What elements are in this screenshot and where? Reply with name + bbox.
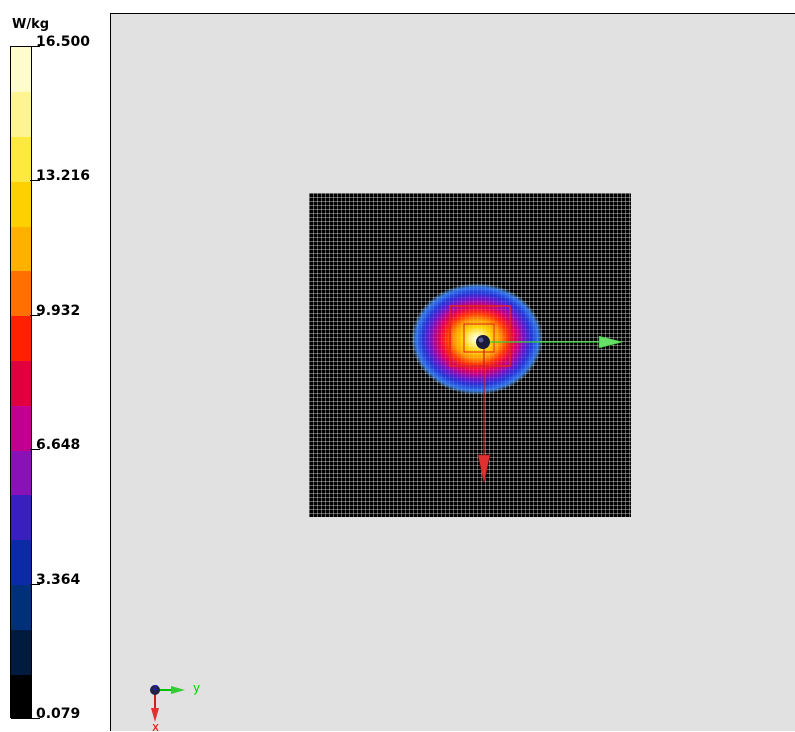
color-segment [11, 674, 31, 720]
color-scale-bar [10, 46, 32, 720]
color-segment [11, 136, 31, 182]
color-segment [11, 360, 31, 406]
axis-y-label: y [193, 681, 200, 695]
legend-tick [30, 314, 40, 316]
legend-tick-label: 3.364 [36, 571, 81, 588]
axes-gizmo: y x z [150, 681, 200, 732]
legend-tick-label: 13.216 [36, 168, 91, 185]
color-segment [11, 181, 31, 227]
3d-viewport[interactable]: y x z [110, 13, 795, 732]
legend-tick [30, 449, 40, 451]
sar-scan-grid [309, 193, 631, 517]
legend-tick-label: 16.500 [36, 34, 91, 50]
color-segment [11, 91, 31, 138]
color-segment [11, 495, 31, 541]
legend-tick-label: 6.648 [36, 437, 81, 454]
color-segment [11, 629, 31, 675]
legend-tick [30, 180, 40, 182]
legend-unit: W/kg [12, 17, 50, 32]
axis-z-label: z [153, 683, 158, 693]
color-legend: W/kg 16.500 13.216 9.932 6.648 3.364 0.079 [0, 0, 110, 731]
legend-tick-label: 9.932 [36, 302, 81, 319]
axis-x-label: x [152, 720, 159, 732]
probe-marker [476, 335, 490, 349]
color-segment [11, 271, 31, 317]
legend-tick [30, 718, 40, 719]
color-segment [11, 584, 31, 630]
color-segment [11, 315, 31, 362]
legend-tick [30, 46, 40, 47]
color-segment [11, 47, 31, 93]
color-segment [11, 226, 31, 272]
legend-tick [30, 583, 40, 585]
color-segment [11, 539, 31, 586]
legend-tick-label: 0.079 [36, 706, 81, 722]
zoom-scan-box [449, 305, 511, 367]
color-segment [11, 450, 31, 496]
color-segment [11, 405, 31, 451]
